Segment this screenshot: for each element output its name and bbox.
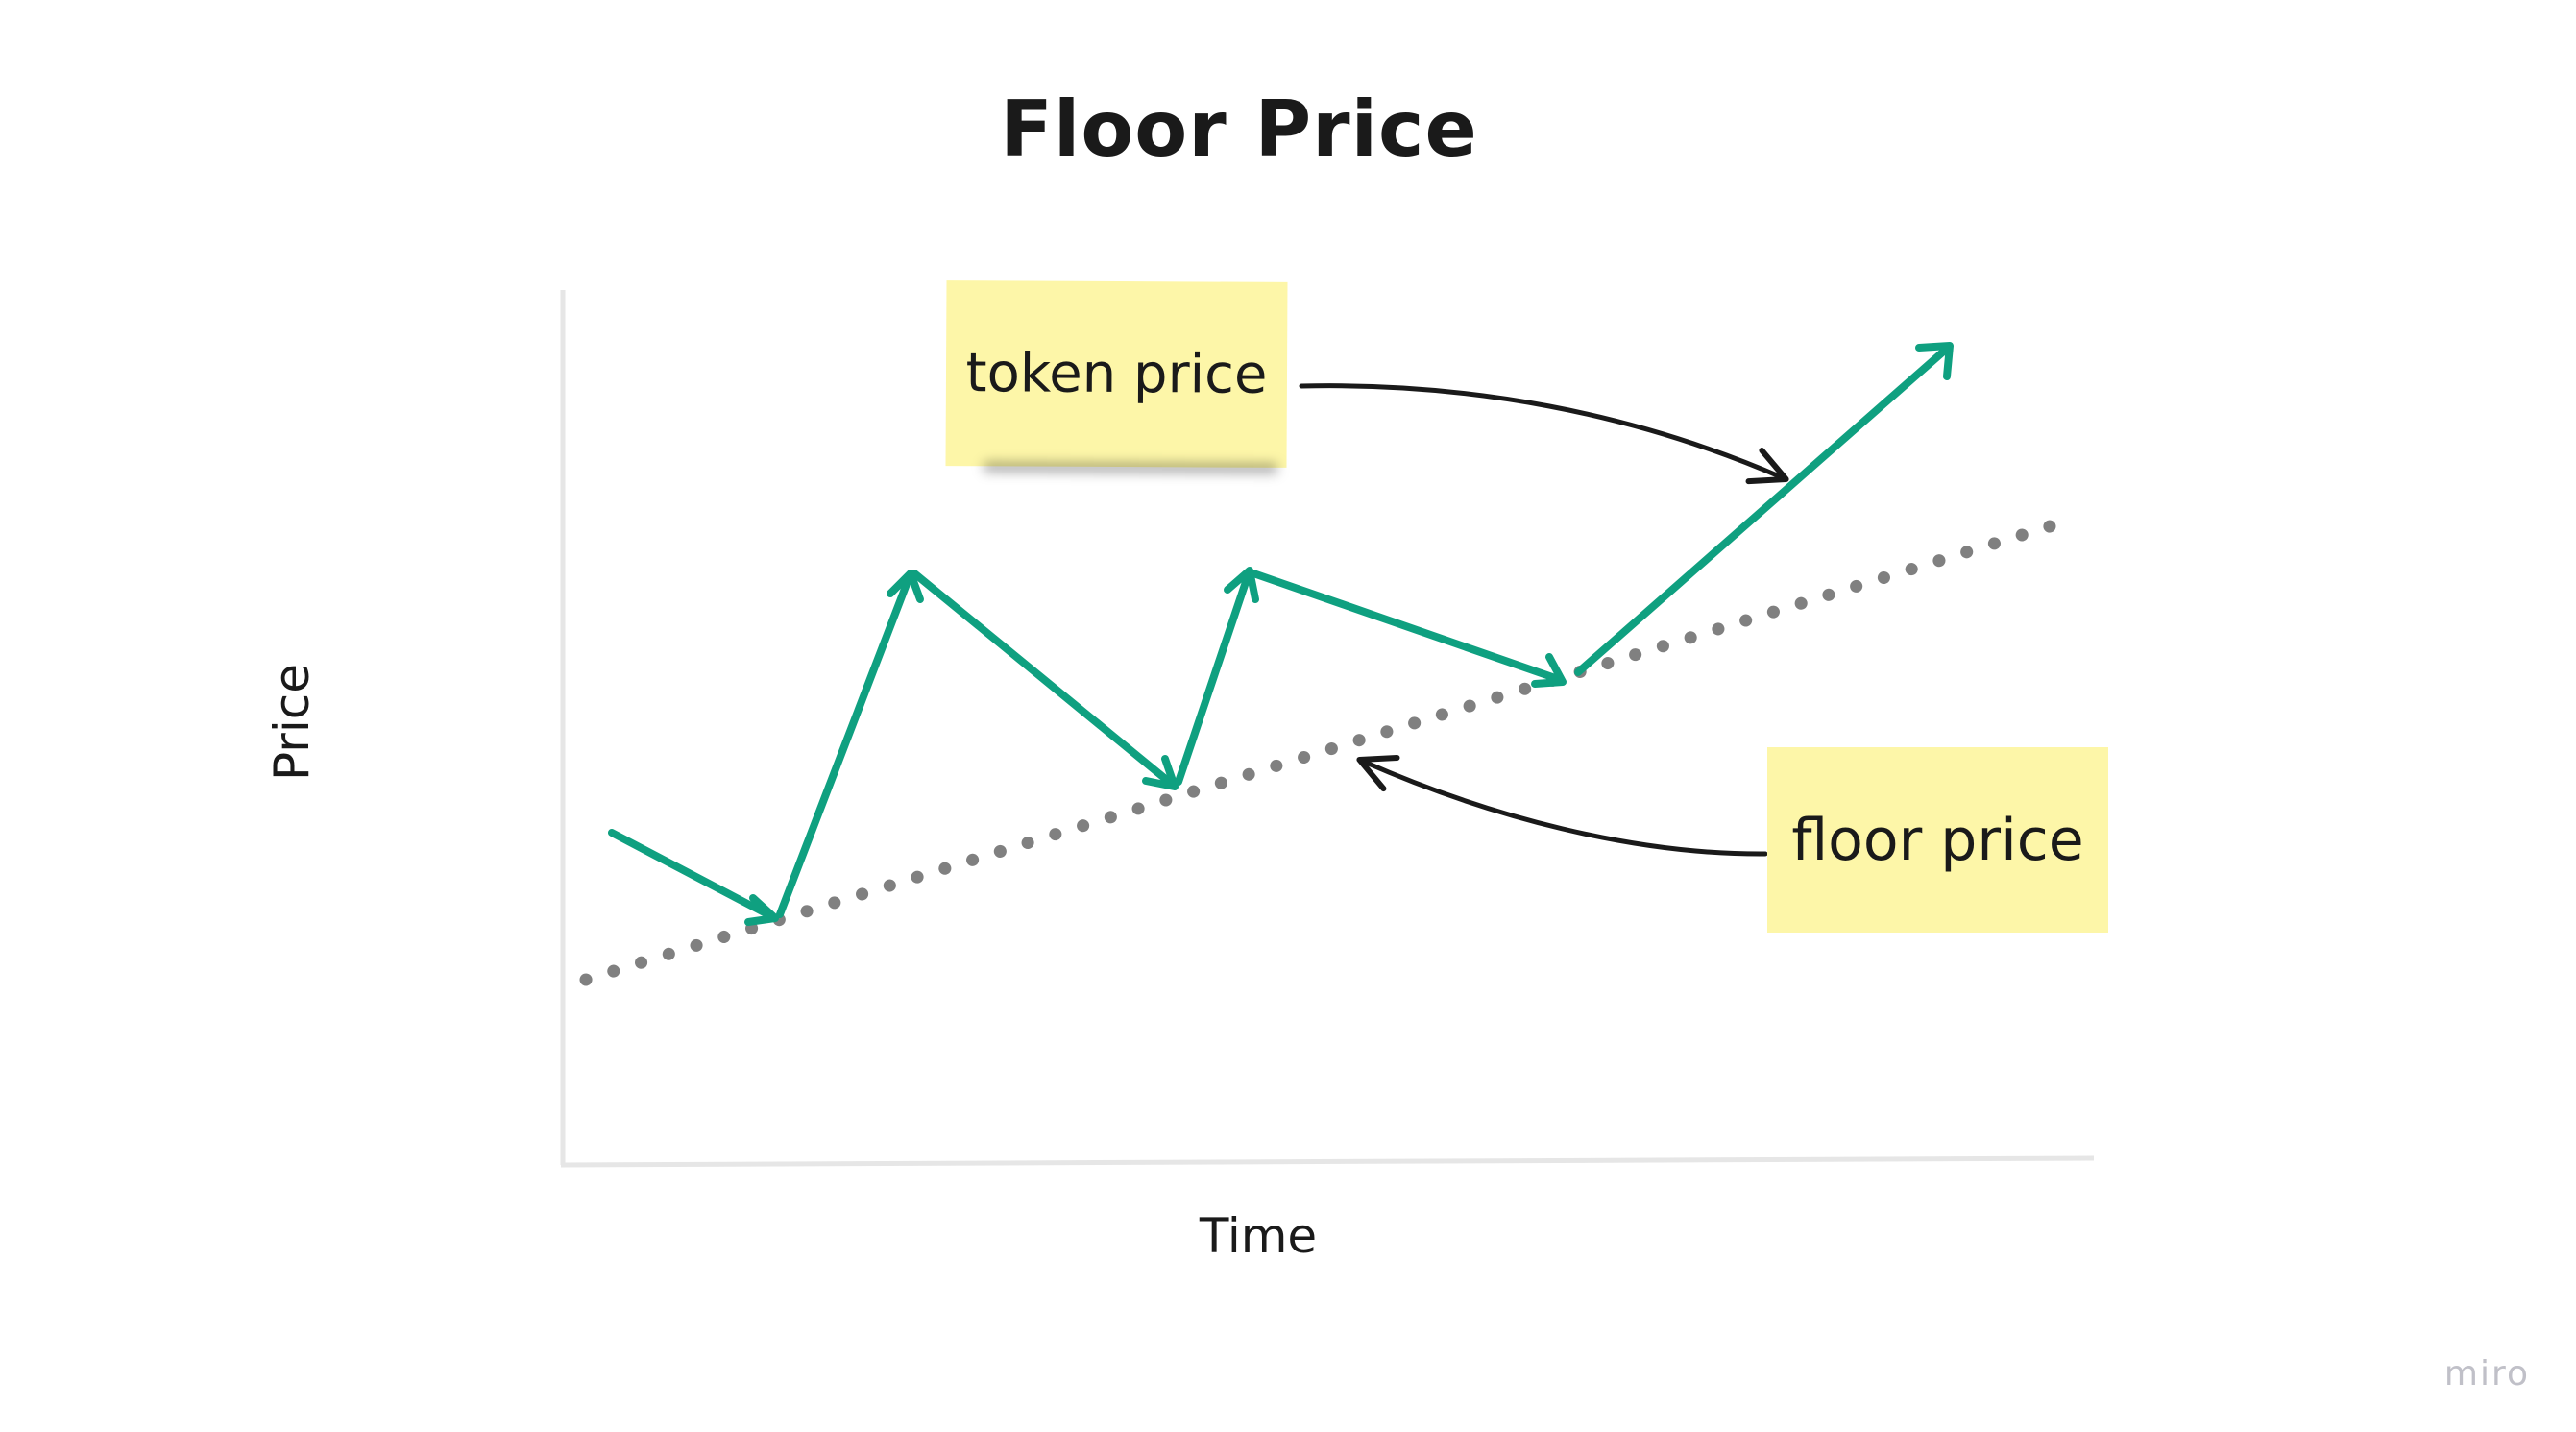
floor-price-line	[579, 512, 2081, 986]
sticky-note-floor-price[interactable]: floor price	[1767, 747, 2108, 933]
floor-price-pointer-arrow	[1356, 755, 1768, 857]
page-title: Floor Price	[1000, 85, 1478, 174]
token-price-line	[608, 342, 1954, 926]
sticky-note-token-price[interactable]: token price	[945, 280, 1288, 468]
x-axis	[560, 1155, 2095, 1168]
y-axis-label: Price	[264, 664, 320, 781]
miro-logo: miro	[2443, 1354, 2530, 1394]
token-price-pointer-arrow	[1299, 383, 1789, 485]
x-axis-label: Time	[1199, 1208, 1318, 1264]
